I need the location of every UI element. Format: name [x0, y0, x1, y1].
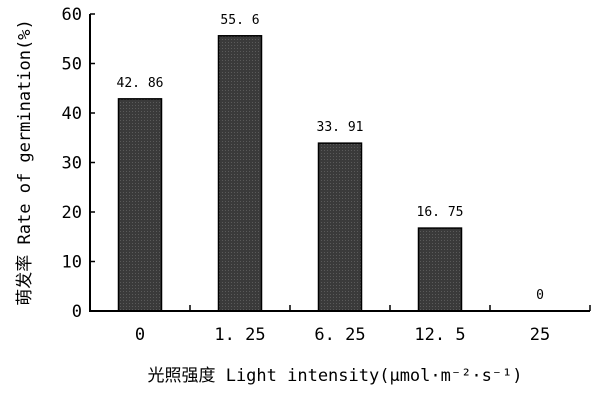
data-labels: 42. 86 55. 6 33. 91 16. 75 0: [117, 13, 544, 303]
x-tick-label: 0: [135, 325, 145, 345]
y-tick-label: 40: [62, 104, 82, 124]
x-tick-label: 1. 25: [214, 325, 265, 345]
x-tick-label: 25: [530, 325, 550, 345]
data-label: 42. 86: [117, 76, 164, 91]
bar: [217, 35, 263, 312]
y-tick-label: 50: [62, 55, 82, 75]
bar: [417, 227, 463, 312]
bars: [117, 35, 463, 312]
bar: [117, 98, 163, 312]
y-tick-label: 10: [62, 253, 82, 273]
data-label: 0: [536, 288, 544, 303]
x-axis-title: 光照强度 Light intensity(μmol·m⁻²·s⁻¹): [147, 366, 522, 386]
x-tick-label: 12. 5: [414, 325, 465, 345]
data-label: 55. 6: [220, 13, 259, 28]
y-tick-label: 30: [62, 154, 82, 174]
bar: [317, 142, 363, 312]
x-tick-label: 6. 25: [314, 325, 365, 345]
data-label: 16. 75: [417, 205, 464, 220]
data-label: 33. 91: [317, 120, 364, 135]
x-axis-ticks: 0 1. 25 6. 25 12. 5 25: [89, 305, 591, 345]
y-axis-ticks: 0 10 20 30 40 50 60: [62, 5, 95, 322]
y-tick-label: 0: [72, 302, 82, 322]
y-tick-label: 60: [62, 5, 82, 25]
y-axis-title: 萌发率 Rate of germination(%): [15, 19, 35, 305]
y-tick-label: 20: [62, 203, 82, 223]
